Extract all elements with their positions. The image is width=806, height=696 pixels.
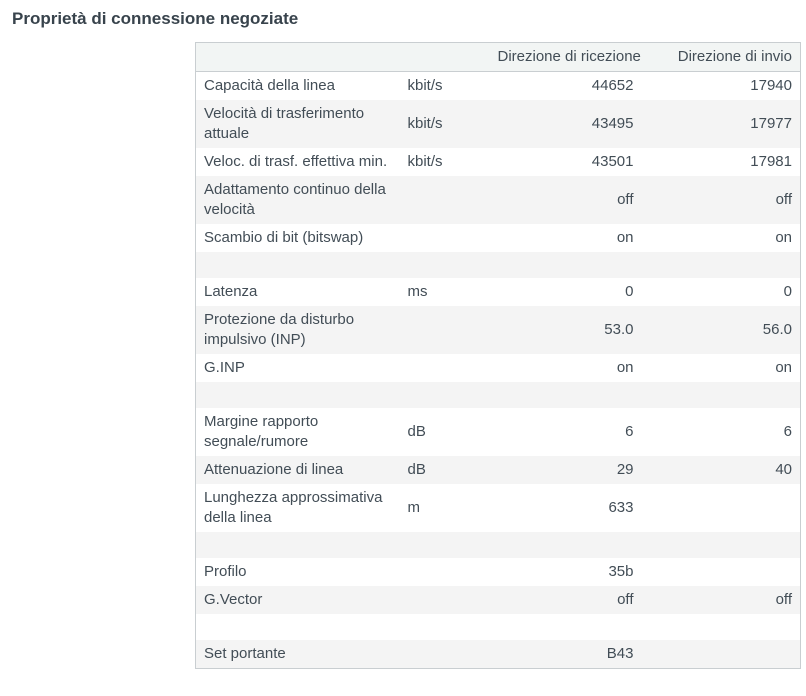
row-tx-value: 6 — [783, 423, 792, 440]
row-unit: dB — [407, 423, 426, 440]
row-tx-value: on — [775, 359, 792, 376]
row-rx-value: 6 — [625, 423, 634, 440]
spacer-row — [195, 614, 801, 640]
row-unit: m — [407, 499, 421, 516]
row-unit — [400, 640, 490, 669]
row-rx-value: 43501 — [591, 153, 634, 170]
table-row: G.INP on on — [195, 354, 801, 382]
row-tx-value: off — [775, 191, 792, 208]
row-rx-value: 633 — [608, 499, 634, 516]
row-tx-value — [642, 640, 801, 669]
table-row: G.Vector off off — [195, 586, 801, 614]
row-label: Set portante — [204, 645, 286, 662]
row-unit: ms — [407, 283, 428, 300]
row-tx-value: 56.0 — [762, 321, 792, 338]
row-rx-value: 53.0 — [604, 321, 634, 338]
row-unit: kbit/s — [407, 153, 443, 170]
row-tx-value: 17940 — [750, 77, 792, 94]
header-unit — [399, 42, 490, 72]
row-unit — [400, 558, 490, 586]
row-label: Veloc. di trasf. effettiva min. — [204, 153, 388, 170]
row-rx-value: 29 — [616, 461, 634, 478]
table-row: Capacità della linea kbit/s 44652 17940 — [195, 71, 801, 100]
row-label: Lunghezza approssimativa della linea — [204, 489, 383, 526]
table-row: Profilo 35b — [195, 558, 801, 586]
row-unit — [400, 306, 490, 354]
row-unit — [400, 586, 490, 614]
row-label: Protezione da disturbo impulsivo (INP) — [204, 311, 355, 348]
row-unit: dB — [407, 461, 426, 478]
table-row: Attenuazione di linea dB 29 40 — [195, 456, 801, 484]
row-tx-value: off — [775, 591, 792, 608]
row-tx-value: 17981 — [750, 153, 792, 170]
table-row: Protezione da disturbo impulsivo (INP) 5… — [195, 306, 801, 354]
table-row: Latenza ms 0 0 — [195, 278, 801, 306]
row-rx-value: on — [616, 359, 634, 376]
row-label: Scambio di bit (bitswap) — [204, 229, 364, 246]
row-unit — [400, 224, 490, 252]
row-rx-value: B43 — [606, 645, 634, 662]
row-label: G.Vector — [204, 591, 263, 608]
row-label: Velocità di trasferimento attuale — [204, 105, 365, 142]
header-direction-send: Direzione di invio — [641, 42, 801, 72]
table-row: Lunghezza approssimativa della linea m 6… — [195, 484, 801, 532]
row-label: Capacità della linea — [204, 77, 335, 94]
row-label: Attenuazione di linea — [204, 461, 344, 478]
row-unit — [400, 176, 490, 224]
row-unit: kbit/s — [407, 77, 443, 94]
table-row: Margine rapporto segnale/rumore dB 6 6 — [195, 408, 801, 456]
row-unit — [400, 354, 490, 382]
header-direction-receive: Direzione di ricezione — [489, 42, 642, 72]
table-row: Velocità di trasferimento attuale kbit/s… — [195, 100, 801, 148]
row-label: Latenza — [204, 283, 258, 300]
table-header-row: Direzione di ricezione Direzione di invi… — [195, 42, 801, 72]
row-label: G.INP — [204, 359, 245, 376]
row-rx-value: off — [617, 591, 634, 608]
row-rx-value: 44652 — [591, 77, 634, 94]
row-tx-value: 40 — [775, 461, 792, 478]
table-row: Scambio di bit (bitswap) on on — [195, 224, 801, 252]
row-rx-value: 35b — [608, 563, 634, 580]
row-rx-value: 43495 — [591, 115, 634, 132]
table-row: Veloc. di trasf. effettiva min. kbit/s 4… — [195, 148, 801, 176]
spacer-row — [195, 532, 801, 558]
row-tx-value: 0 — [783, 283, 792, 300]
row-tx-value: on — [775, 229, 792, 246]
table-row: Adattamento continuo della velocità off … — [195, 176, 801, 224]
row-label: Adattamento continuo della velocità — [204, 181, 386, 218]
row-tx-value — [642, 558, 801, 586]
row-label: Profilo — [204, 563, 247, 580]
page-title: Proprietà di connessione negoziate — [12, 9, 299, 28]
row-rx-value: 0 — [625, 283, 634, 300]
table-row: Set portante B43 — [195, 640, 801, 669]
row-tx-value: 17977 — [750, 115, 792, 132]
connection-properties-table: Direzione di ricezione Direzione di invi… — [195, 42, 801, 669]
row-rx-value: off — [617, 191, 634, 208]
spacer-row — [195, 252, 801, 278]
row-label: Margine rapporto segnale/rumore — [204, 413, 319, 450]
connection-properties-section: Direzione di ricezione Direzione di invi… — [195, 42, 806, 669]
spacer-row — [195, 382, 801, 408]
row-tx-value — [642, 484, 801, 532]
header-property — [195, 42, 400, 72]
row-unit: kbit/s — [407, 115, 443, 132]
row-rx-value: on — [616, 229, 634, 246]
